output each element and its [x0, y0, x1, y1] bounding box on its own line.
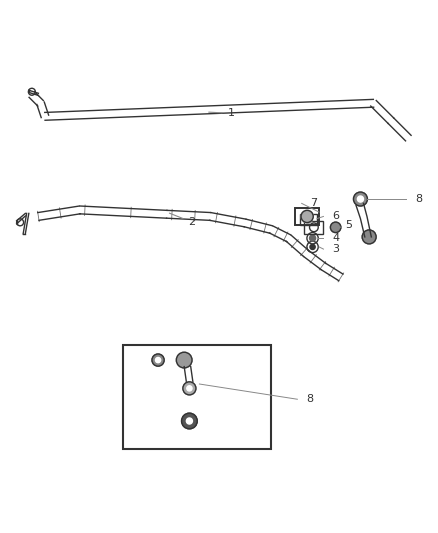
- Text: 1: 1: [209, 108, 235, 118]
- Circle shape: [304, 215, 312, 223]
- Text: 7: 7: [311, 198, 318, 208]
- Circle shape: [183, 382, 196, 395]
- Text: 6: 6: [332, 212, 339, 221]
- Text: 2: 2: [170, 213, 196, 227]
- Bar: [300, 214, 317, 225]
- Bar: [295, 208, 319, 225]
- Circle shape: [357, 196, 364, 202]
- Circle shape: [353, 192, 367, 206]
- Circle shape: [362, 230, 376, 244]
- Text: 8: 8: [306, 394, 313, 404]
- Circle shape: [310, 235, 316, 241]
- Circle shape: [177, 352, 192, 368]
- Circle shape: [310, 244, 315, 249]
- Circle shape: [155, 358, 161, 362]
- Text: 8: 8: [415, 194, 422, 204]
- Circle shape: [152, 354, 164, 366]
- Text: 3: 3: [332, 244, 339, 254]
- Bar: [123, 345, 271, 449]
- Text: 4: 4: [332, 233, 339, 243]
- Bar: [304, 221, 323, 234]
- Circle shape: [187, 386, 192, 391]
- Circle shape: [186, 418, 192, 424]
- Circle shape: [330, 222, 341, 232]
- Text: 5: 5: [345, 220, 352, 230]
- Circle shape: [182, 413, 197, 429]
- Circle shape: [301, 211, 313, 223]
